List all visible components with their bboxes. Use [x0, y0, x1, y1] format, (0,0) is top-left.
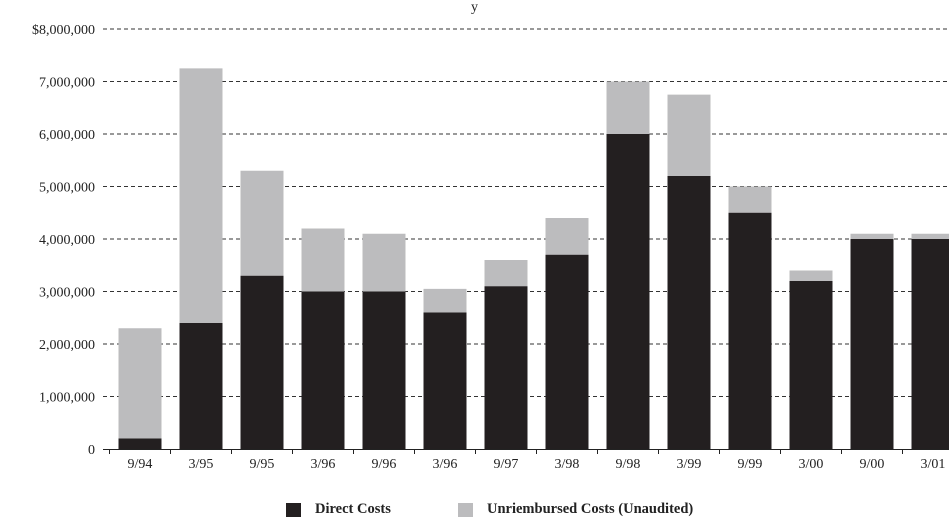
bar-segment-unreimbursed — [423, 288, 467, 313]
bar-segment-unreimbursed — [545, 218, 589, 255]
legend-label-direct-costs: Direct Costs — [315, 501, 391, 517]
bar-segment-unreimbursed — [728, 186, 772, 213]
x-tick-label: 3/96 — [311, 457, 336, 472]
bar-segment-direct — [118, 438, 162, 449]
bar-segment-direct — [484, 286, 528, 449]
x-tick-label: 3/95 — [189, 457, 214, 472]
axis-layer — [103, 449, 949, 454]
x-tick-label: 9/97 — [494, 457, 519, 472]
x-tick-label: 3/99 — [677, 457, 702, 472]
y-tick-label: 3,000,000 — [39, 286, 95, 301]
y-tick-label: 0 — [88, 443, 95, 458]
x-tick-label: 3/00 — [799, 457, 824, 472]
legend-item-direct-costs: Direct Costs — [286, 501, 391, 518]
x-tick-label: 9/96 — [372, 457, 397, 472]
bar-segment-unreimbursed — [484, 260, 528, 287]
y-tick-label: 4,000,000 — [39, 233, 95, 248]
bar-segment-direct — [850, 239, 894, 449]
legend-swatch-direct-costs — [286, 502, 301, 517]
x-tick-label: 9/00 — [860, 457, 885, 472]
label-layer: 0 1,000,000 2,000,000 3,000,000 4,000,000 5,0… — [32, 23, 945, 472]
bar-segment-unreimbursed — [179, 68, 223, 323]
legend: Direct Costs Unriembursed Costs (Unaudit… — [0, 498, 949, 518]
bar-segment-unreimbursed — [850, 233, 894, 239]
x-tick-label: 9/94 — [128, 457, 153, 472]
bar-segment-direct — [179, 323, 223, 449]
x-tick-label: 3/01 — [921, 457, 946, 472]
bar-segment-unreimbursed — [362, 233, 406, 292]
bar-segment-unreimbursed — [789, 270, 833, 281]
bar-segment-direct — [301, 291, 345, 449]
x-tick-label: 3/98 — [555, 457, 580, 472]
y-tick-label: 7,000,000 — [39, 76, 95, 91]
legend-label-unreimbursed-costs: Unriembursed Costs (Unaudited) — [487, 501, 694, 517]
x-tick-label: 9/98 — [616, 457, 641, 472]
bar-segment-direct — [789, 281, 833, 449]
x-tick-label: 9/99 — [738, 457, 763, 472]
y-tick-label: 1,000,000 — [39, 391, 95, 406]
bar-segment-unreimbursed — [667, 94, 711, 176]
bar-segment-unreimbursed — [240, 170, 284, 276]
bar-segment-unreimbursed — [301, 228, 345, 292]
bar-segment-direct — [911, 239, 949, 449]
y-tick-label: 2,000,000 — [39, 338, 95, 353]
legend-item-unreimbursed-costs: Unriembursed Costs (Unaudited) — [458, 501, 693, 518]
legend-swatch-unreimbursed-costs — [458, 502, 473, 517]
y-tick-label: $8,000,000 — [32, 23, 95, 38]
bar-segment-unreimbursed — [911, 233, 949, 239]
bar-segment-direct — [362, 291, 406, 449]
bar-segment-direct — [728, 212, 772, 449]
chart-title-fragment: y — [471, 0, 478, 15]
bar-segment-direct — [423, 312, 467, 449]
bar-segment-direct — [606, 134, 650, 449]
bar-segment-direct — [240, 275, 284, 449]
bar-layer — [118, 68, 949, 449]
y-tick-label: 6,000,000 — [39, 128, 95, 143]
x-tick-label: 9/95 — [250, 457, 275, 472]
bar-segment-unreimbursed — [606, 81, 650, 134]
x-tick-label: 3/96 — [433, 457, 458, 472]
bar-segment-unreimbursed — [118, 328, 162, 439]
y-tick-label: 5,000,000 — [39, 181, 95, 196]
bar-segment-direct — [667, 176, 711, 449]
bar-segment-direct — [545, 254, 589, 449]
